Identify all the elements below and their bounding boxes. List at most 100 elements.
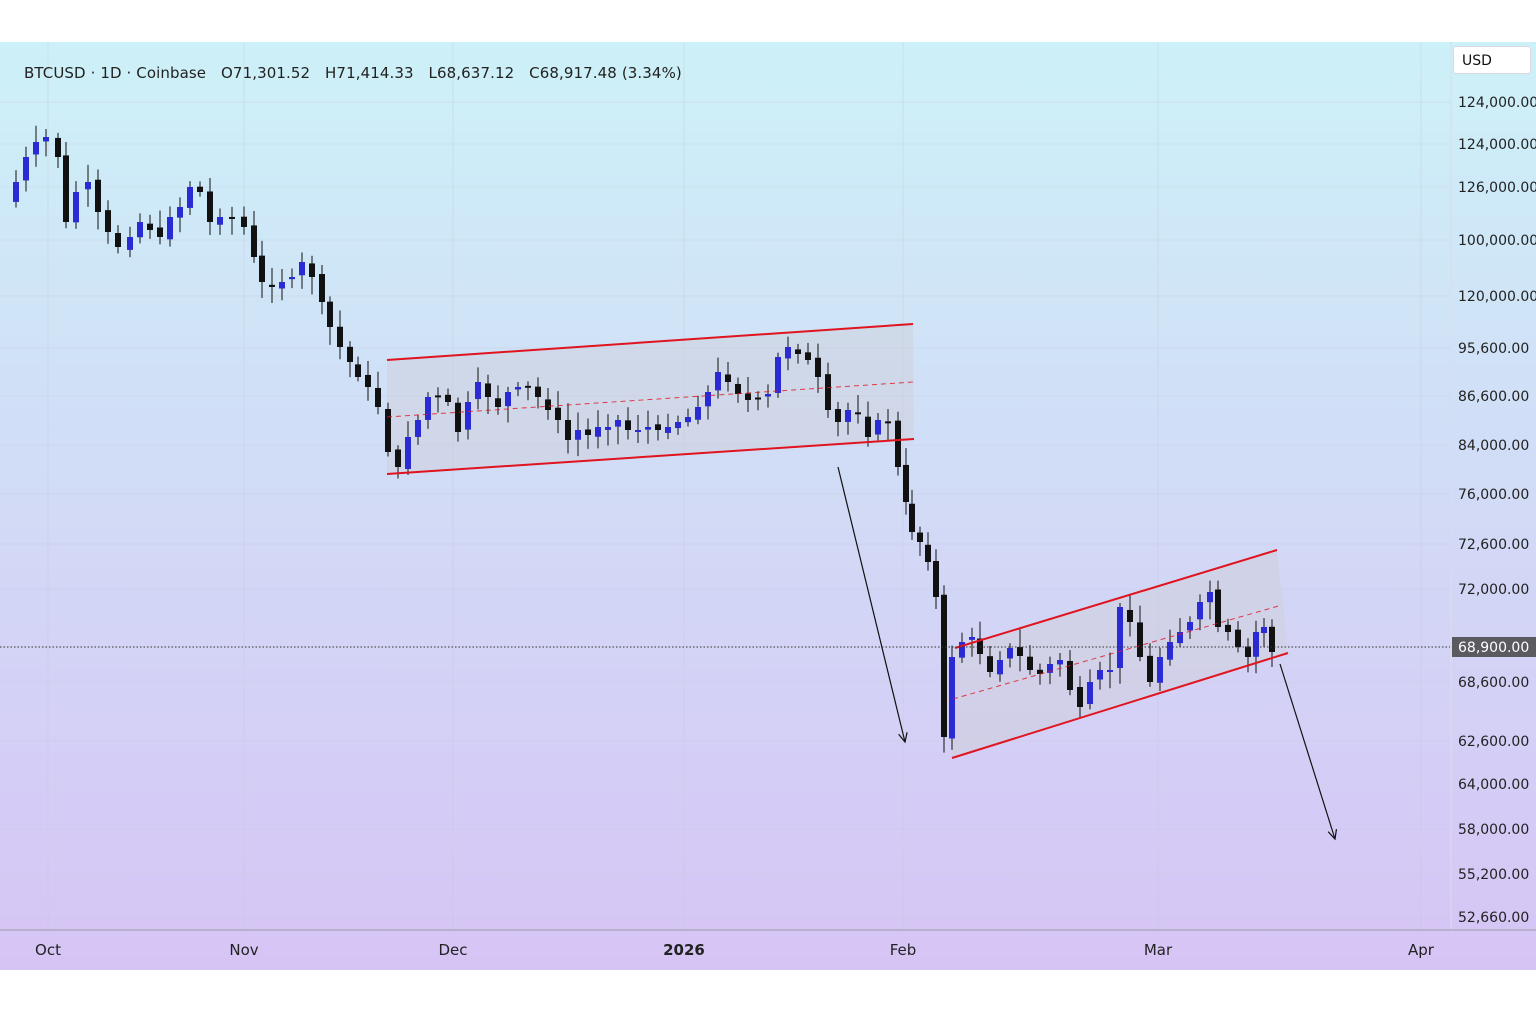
- candle-body: [299, 262, 305, 276]
- exchange-label[interactable]: Coinbase: [136, 64, 207, 82]
- bull-candle: [775, 352, 781, 398]
- bear-candle: [805, 342, 811, 365]
- price-tick-label: 76,000.00: [1458, 487, 1529, 503]
- candle-body: [685, 417, 691, 423]
- candle-body: [1197, 602, 1203, 620]
- bear-candle: [251, 211, 257, 263]
- bull-candle: [137, 213, 143, 244]
- bull-candle: [217, 208, 223, 235]
- bull-candle: [1087, 669, 1093, 710]
- time-tick-label: Mar: [1144, 941, 1173, 959]
- candle-body: [615, 420, 621, 427]
- bull-candle: [575, 412, 581, 457]
- channel-2-upper-line: [954, 549, 1278, 649]
- bear-candle: [903, 448, 909, 515]
- bear-candle: [535, 377, 541, 409]
- downtrend-arrow-1[interactable]: [837, 466, 908, 744]
- candle-body: [515, 387, 521, 390]
- interval-label[interactable]: 1D: [100, 64, 122, 82]
- bear-candle: [1017, 629, 1023, 672]
- bull-candle: [785, 336, 791, 371]
- bull-candle: [715, 357, 721, 399]
- candle-body: [229, 216, 235, 219]
- candle-body: [775, 357, 781, 393]
- price-tick-label: 84,000.00: [1458, 438, 1529, 454]
- candle-body: [765, 394, 771, 397]
- bull-candle: [1117, 602, 1123, 684]
- chart-area[interactable]: 124,000.00 124,000.00 126,000.00 100,000.00…: [0, 42, 1536, 970]
- bear-candle: [625, 407, 631, 440]
- candle-body: [115, 233, 121, 247]
- candle-body: [259, 255, 265, 282]
- price-axis[interactable]: 124,000.00 124,000.00 126,000.00 100,000.00…: [1458, 95, 1536, 926]
- bear-candle: [909, 489, 915, 540]
- ohlc-legend[interactable]: BTCUSD · 1D · Coinbase O71,301.52 H71,41…: [24, 64, 692, 82]
- bear-candle: [157, 210, 163, 245]
- channel-1-upper-line: [386, 323, 914, 361]
- candle-body: [177, 207, 183, 218]
- candle-body: [959, 642, 965, 658]
- time-axis[interactable]: Oct Nov Dec 2026 Feb Mar Apr: [35, 941, 1435, 959]
- candle-body: [785, 347, 791, 359]
- time-tick-label: Nov: [229, 941, 258, 959]
- candle-body: [309, 263, 315, 277]
- low-value: L68,637.12: [428, 64, 515, 82]
- candle-body: [187, 187, 193, 208]
- bull-candle: [415, 415, 421, 445]
- bear-candle: [105, 200, 111, 244]
- symbol-label[interactable]: BTCUSD: [24, 64, 86, 82]
- trend-arrows[interactable]: [837, 466, 1338, 841]
- candle-body: [635, 430, 641, 432]
- bear-candle: [855, 395, 861, 424]
- bull-candle: [23, 146, 29, 192]
- candle-body: [595, 427, 601, 437]
- time-tick-label: 2026: [663, 941, 705, 959]
- bull-candle: [1047, 656, 1053, 685]
- candle-body: [1037, 669, 1043, 674]
- candlestick-chart[interactable]: 124,000.00 124,000.00 126,000.00 100,000.00…: [0, 42, 1536, 970]
- bull-candle: [705, 385, 711, 420]
- bear-candle: [327, 296, 333, 345]
- bear-candle: [755, 391, 761, 411]
- bear-candle: [745, 376, 751, 412]
- bull-candle: [605, 414, 611, 446]
- bear-candle: [115, 225, 121, 254]
- candle-body: [1127, 609, 1133, 622]
- price-tick-label: 72,600.00: [1458, 537, 1529, 553]
- currency-selector[interactable]: USD: [1453, 46, 1531, 74]
- price-tick-label: 86,600.00: [1458, 389, 1529, 405]
- bull-candle: [695, 395, 701, 425]
- candle-body: [949, 657, 955, 739]
- close-value: C68,917.48: [529, 64, 617, 82]
- bear-candle: [229, 206, 235, 235]
- candle-body: [1177, 632, 1183, 644]
- candle-body: [835, 409, 841, 422]
- bear-candle: [63, 142, 69, 229]
- candle-body: [565, 419, 571, 440]
- candle-body: [933, 561, 939, 597]
- channel-2-midline: [952, 604, 1283, 700]
- bull-candle: [875, 413, 881, 441]
- bear-candle: [1225, 618, 1231, 641]
- bull-candle: [43, 129, 49, 157]
- bear-candle: [525, 381, 531, 401]
- price-tick-label: 120,000.00: [1458, 289, 1536, 305]
- candle-body: [805, 352, 811, 360]
- bull-candle: [1157, 647, 1163, 691]
- candle-body: [745, 393, 751, 400]
- channel-1-midline: [386, 381, 914, 418]
- candle-body: [1017, 647, 1023, 656]
- bull-candle: [505, 386, 511, 423]
- channel-lines[interactable]: [386, 323, 1289, 759]
- price-tick-label: 124,000.00: [1458, 137, 1536, 153]
- candle-body: [625, 420, 631, 430]
- candle-body: [909, 503, 915, 532]
- bear-candle: [375, 371, 381, 415]
- bear-candle: [917, 526, 923, 556]
- channel-1-lower-line: [386, 438, 915, 475]
- candle-body: [755, 397, 761, 400]
- candle-body: [1027, 656, 1033, 670]
- candle-body: [63, 155, 69, 222]
- candle-body: [585, 429, 591, 435]
- downtrend-arrow-2[interactable]: [1279, 663, 1338, 841]
